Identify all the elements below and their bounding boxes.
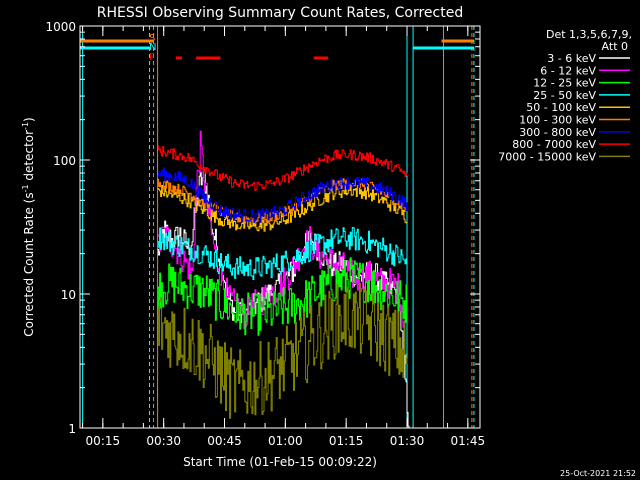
legend-label: 800 - 7000 keV [512,138,596,151]
legend-label: 300 - 800 keV [519,126,596,139]
legend-label: 25 - 50 keV [533,89,596,102]
flag-bars [80,39,474,60]
legend-label: 6 - 12 keV [540,64,596,77]
legend-label: 100 - 300 keV [519,114,596,127]
plot-frame [79,25,481,429]
x-axis-label: Start Time (01-Feb-15 00:09:22) [183,455,377,469]
x-tick-label: 01:15 [329,434,364,448]
flag-label-n: N [149,42,156,53]
series-line [157,184,408,232]
x-tick-label: 00:15 [86,434,121,448]
x-tick-label: 01:00 [268,434,303,448]
series-line [157,282,408,419]
x-tick-label: 00:45 [207,434,242,448]
x-tick-label: 01:45 [451,434,486,448]
legend-header-line2: Att 0 [602,40,628,53]
series-line [157,145,408,192]
y-tick-label: 10 [61,288,76,302]
legend-header-line1: Det 1,3,5,6,7,9, [546,28,632,41]
x-tick-label: 00:30 [146,434,181,448]
marker-lines [82,26,475,428]
legend-label: 50 - 100 keV [526,101,596,114]
flag-label-s: S [149,33,155,44]
y-tick-label: 1 [68,422,76,436]
axes: 1 10 100 1000 00:15 00:30 00:45 01:00 01:15 01:30… [45,20,485,448]
x-tick-label: 01:30 [390,434,425,448]
legend-label: 7000 - 15000 keV [498,150,596,163]
y-tick-label: 1000 [45,20,76,34]
y-axis-label: Corrected Count Rate (s-1 detector-1) [21,117,36,336]
series-line [157,167,408,223]
legend-label: 3 - 6 keV [547,52,596,65]
timestamp: 25-Oct-2021 21:52 [560,469,636,478]
y-tick-label: 100 [53,154,76,168]
series-lines [157,130,410,428]
legend-label: 12 - 25 keV [533,77,596,90]
series-line [157,257,408,336]
flag-label-f: F [149,52,155,63]
chart-title: RHESSI Observing Summary Count Rates, Co… [97,5,463,21]
series-line [157,130,408,330]
series-line [157,227,408,280]
